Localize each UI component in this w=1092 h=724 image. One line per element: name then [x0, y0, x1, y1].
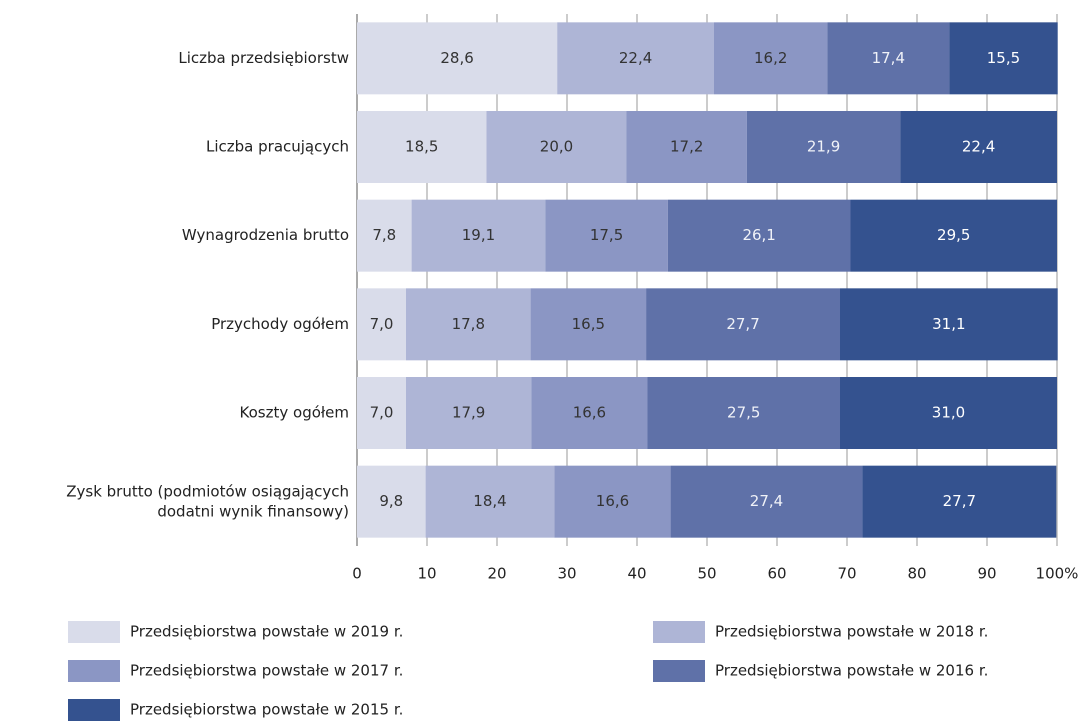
bar-segment [486, 111, 627, 183]
y-tick-label: Koszty ogółem [240, 404, 349, 422]
bar-segment [357, 288, 406, 361]
data-label: 28,6 [440, 49, 473, 67]
data-label: 27,5 [727, 404, 760, 422]
data-label: 7,8 [372, 226, 396, 244]
data-label: 17,2 [670, 138, 703, 156]
data-label: 18,5 [405, 138, 438, 156]
bar-segment [850, 199, 1057, 272]
legend-label: Przedsiębiorstwa powstałe w 2017 r. [130, 662, 403, 680]
data-label: 17,5 [590, 226, 623, 244]
data-label: 18,4 [473, 492, 506, 510]
y-tick-label: Liczba przedsiębiorstw [178, 49, 349, 67]
bar-segment [357, 199, 412, 272]
data-label: 15,5 [987, 49, 1020, 67]
bar-segment [670, 465, 863, 538]
legend-label: Przedsiębiorstwa powstałe w 2019 r. [130, 623, 403, 641]
legend-swatch [68, 621, 120, 643]
x-tick-label: 90 [977, 565, 996, 583]
data-label: 16,6 [596, 492, 629, 510]
bar-segment [357, 111, 487, 183]
data-label: 20,0 [540, 138, 573, 156]
x-tick-label: 70 [837, 565, 856, 583]
bar-segment [862, 465, 1057, 538]
data-label: 22,4 [619, 49, 652, 67]
bar-segment [667, 199, 851, 272]
x-tick-label: 40 [627, 565, 646, 583]
data-label: 9,8 [379, 492, 403, 510]
y-tick-label: Zysk brutto (podmiotów osiągających dodat… [66, 482, 349, 520]
data-label: 16,5 [572, 315, 605, 333]
bar-segment [827, 22, 950, 95]
data-label: 7,0 [370, 315, 394, 333]
data-label: 16,6 [573, 404, 606, 422]
bar-segment [357, 465, 426, 538]
bar-segment [646, 288, 840, 361]
bar-segment [406, 377, 532, 449]
legend-swatch [653, 660, 705, 682]
bar-segment [530, 288, 647, 361]
data-label: 17,8 [452, 315, 485, 333]
y-tick-label: Liczba pracujących [206, 138, 349, 156]
data-label: 22,4 [962, 138, 995, 156]
data-label: 27,7 [726, 315, 759, 333]
data-label: 16,2 [754, 49, 787, 67]
legend-label: Przedsiębiorstwa powstałe w 2016 r. [715, 662, 988, 680]
data-label: 7,0 [370, 404, 394, 422]
x-tick-label: 10 [417, 565, 436, 583]
bar-segment [531, 377, 648, 449]
bar-segment [840, 377, 1057, 449]
bar-segment [554, 465, 671, 538]
bar-segment [840, 288, 1058, 361]
bar-segment [557, 22, 714, 95]
bar-segment [425, 465, 555, 538]
legend-swatch [653, 621, 705, 643]
bar-segment [411, 199, 546, 272]
bar-segment [714, 22, 828, 95]
legend-label: Przedsiębiorstwa powstałe w 2015 r. [130, 701, 403, 719]
x-tick-label: 60 [767, 565, 786, 583]
x-tick-label: 80 [907, 565, 926, 583]
data-label: 19,1 [462, 226, 495, 244]
data-label: 31,1 [932, 315, 965, 333]
bar-segment [406, 288, 531, 361]
bar-segment [545, 199, 668, 272]
data-label: 31,0 [932, 404, 965, 422]
data-label: 17,9 [452, 404, 485, 422]
bar-segment [647, 377, 840, 449]
legend-label: Przedsiębiorstwa powstałe w 2018 r. [715, 623, 988, 641]
y-tick-label: Przychody ogółem [211, 315, 349, 333]
data-label: 27,4 [750, 492, 783, 510]
data-label: 26,1 [742, 226, 775, 244]
bar-segment [357, 377, 406, 449]
x-tick-label: 100% [1036, 565, 1079, 583]
data-label: 29,5 [937, 226, 970, 244]
data-label: 21,9 [807, 138, 840, 156]
bar-segment [626, 111, 747, 183]
y-tick-label: Wynagrodzenia brutto [182, 226, 349, 244]
data-label: 17,4 [872, 49, 905, 67]
bar-segment [746, 111, 901, 183]
x-tick-label: 30 [557, 565, 576, 583]
bar-segment [900, 111, 1057, 183]
bar-segment [357, 22, 558, 95]
bar-segment [949, 22, 1058, 95]
legend-swatch [68, 660, 120, 682]
x-tick-label: 20 [487, 565, 506, 583]
legend-swatch [68, 699, 120, 721]
data-label: 27,7 [943, 492, 976, 510]
x-tick-label: 0 [352, 565, 362, 583]
x-tick-label: 50 [697, 565, 716, 583]
